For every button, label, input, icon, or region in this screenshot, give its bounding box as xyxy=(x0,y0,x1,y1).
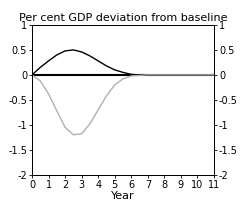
X-axis label: Year: Year xyxy=(111,191,135,201)
Title: Per cent GDP deviation from baseline: Per cent GDP deviation from baseline xyxy=(19,13,227,23)
